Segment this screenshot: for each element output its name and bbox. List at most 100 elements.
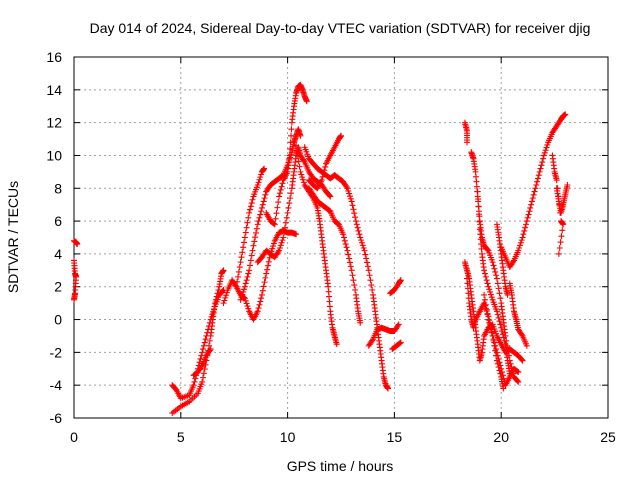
x-tick-label: 10 bbox=[280, 429, 296, 445]
data-point bbox=[535, 172, 542, 179]
data-point bbox=[254, 221, 261, 228]
y-tick-label: 6 bbox=[54, 213, 62, 229]
data-point bbox=[395, 321, 402, 328]
data-point bbox=[247, 262, 254, 269]
y-tick-label: -2 bbox=[50, 344, 63, 360]
data-point bbox=[534, 178, 541, 185]
data-point bbox=[276, 247, 283, 254]
data-point bbox=[495, 364, 502, 371]
data-point bbox=[247, 257, 254, 264]
y-tick-label: 8 bbox=[54, 180, 62, 196]
data-point bbox=[294, 153, 301, 160]
data-point bbox=[281, 229, 288, 236]
data-point bbox=[534, 175, 541, 182]
data-point bbox=[265, 258, 272, 265]
data-point bbox=[280, 234, 287, 241]
data-point bbox=[351, 210, 358, 217]
data-point bbox=[517, 239, 524, 246]
data-point bbox=[484, 311, 491, 318]
data-point bbox=[300, 179, 307, 186]
data-point bbox=[364, 263, 371, 270]
data-point bbox=[293, 142, 300, 149]
data-point bbox=[557, 239, 564, 246]
data-point bbox=[270, 240, 277, 247]
data-point bbox=[529, 195, 536, 202]
data-point bbox=[243, 277, 250, 284]
data-point bbox=[536, 168, 543, 175]
data-point bbox=[201, 366, 208, 373]
data-point bbox=[321, 167, 328, 174]
data-point bbox=[475, 196, 482, 203]
data-point bbox=[275, 199, 282, 206]
data-point bbox=[555, 193, 562, 200]
data-point bbox=[518, 237, 525, 244]
data-point bbox=[483, 277, 490, 284]
data-point bbox=[527, 204, 534, 211]
data-point bbox=[497, 370, 504, 377]
data-point bbox=[487, 326, 494, 333]
data-point bbox=[500, 334, 507, 341]
data-point bbox=[205, 342, 212, 349]
y-tick-labels: -6 -4 -2 0 2 4 6 8 10 12 14 16 bbox=[46, 49, 62, 426]
data-point bbox=[269, 245, 276, 252]
data-point bbox=[492, 268, 499, 275]
data-point bbox=[523, 342, 530, 349]
data-point bbox=[491, 342, 498, 349]
data-point bbox=[271, 221, 278, 228]
data-point bbox=[257, 174, 264, 181]
data-point bbox=[493, 272, 500, 279]
data-point bbox=[298, 171, 305, 178]
data-point bbox=[318, 177, 325, 184]
data-point bbox=[242, 297, 249, 304]
data-point bbox=[493, 352, 500, 359]
data-point bbox=[206, 347, 213, 354]
data-point bbox=[279, 180, 286, 187]
data-point bbox=[198, 363, 205, 370]
data-point bbox=[214, 290, 221, 297]
data-point bbox=[523, 218, 530, 225]
data-point bbox=[288, 126, 295, 133]
data-point bbox=[352, 214, 359, 221]
data-point bbox=[333, 341, 340, 348]
data-point bbox=[522, 221, 529, 228]
data-point bbox=[531, 188, 538, 195]
grid bbox=[74, 57, 608, 418]
data-point bbox=[276, 245, 283, 252]
data-point bbox=[344, 185, 351, 192]
data-point bbox=[493, 275, 500, 282]
data-point bbox=[252, 229, 259, 236]
data-point bbox=[293, 231, 300, 238]
data-point bbox=[481, 302, 488, 309]
data-marks bbox=[71, 81, 571, 417]
data-point bbox=[532, 185, 539, 192]
data-point bbox=[349, 202, 356, 209]
data-point bbox=[475, 203, 482, 210]
data-point bbox=[496, 367, 503, 374]
data-point bbox=[212, 296, 219, 303]
data-point bbox=[506, 370, 513, 377]
data-point bbox=[363, 255, 370, 262]
data-point bbox=[396, 340, 403, 347]
data-point bbox=[255, 218, 262, 225]
data-point bbox=[239, 291, 246, 298]
data-point bbox=[346, 190, 353, 197]
data-point bbox=[297, 132, 304, 139]
data-point bbox=[245, 270, 252, 277]
data-point bbox=[359, 242, 366, 249]
data-point bbox=[524, 214, 531, 221]
data-point bbox=[346, 259, 353, 266]
data-point bbox=[486, 319, 493, 326]
data-point bbox=[489, 259, 496, 266]
data-point bbox=[518, 331, 525, 338]
data-point bbox=[197, 355, 204, 362]
data-point bbox=[248, 200, 255, 207]
data-point bbox=[352, 218, 359, 225]
data-point bbox=[485, 316, 492, 323]
data-point bbox=[288, 190, 295, 197]
data-point bbox=[362, 251, 369, 258]
data-point bbox=[276, 190, 283, 197]
data-point bbox=[519, 234, 526, 241]
data-point bbox=[326, 192, 333, 199]
data-point bbox=[516, 245, 523, 252]
data-point bbox=[553, 177, 560, 184]
